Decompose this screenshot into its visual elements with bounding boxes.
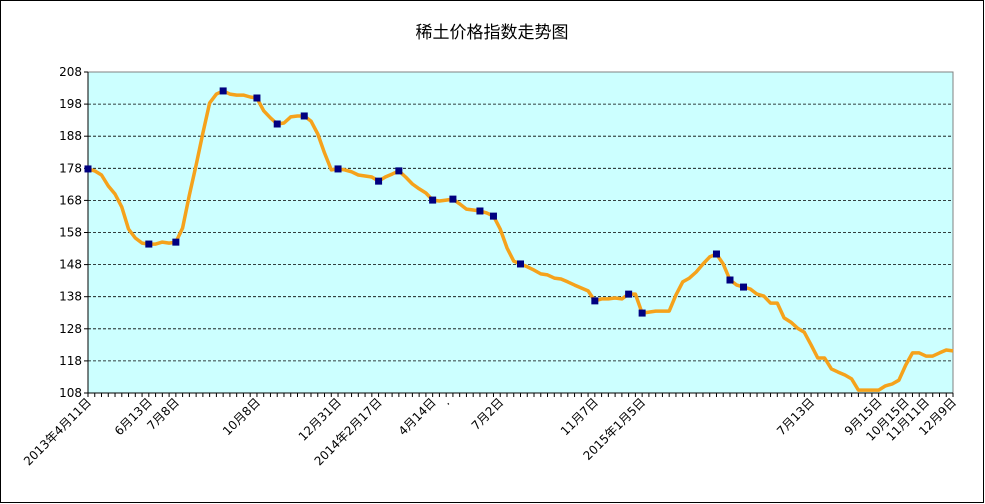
marker [712, 250, 720, 258]
chart-title: 稀土价格指数走势图 [416, 23, 569, 43]
marker [517, 260, 524, 268]
marker [300, 112, 308, 120]
marker [489, 212, 497, 220]
y-tick-label: 108 [59, 386, 82, 400]
marker [334, 165, 342, 173]
marker [219, 87, 227, 95]
marker [375, 177, 383, 185]
y-tick-label: 138 [59, 290, 82, 304]
y-tick-label: 168 [59, 193, 82, 207]
marker [625, 290, 633, 298]
y-tick-label: 188 [59, 129, 82, 143]
marker [172, 238, 180, 246]
marker [740, 283, 748, 291]
y-tick-label: 148 [59, 258, 82, 272]
y-tick-label: 118 [59, 354, 82, 368]
y-tick-label: 128 [59, 322, 82, 336]
y-tick-label: 158 [59, 226, 82, 240]
marker [476, 207, 484, 215]
marker [449, 195, 457, 203]
marker [84, 165, 92, 173]
y-tick-label: 208 [59, 65, 82, 79]
marker [273, 120, 281, 128]
y-tick-label: 198 [59, 97, 82, 111]
marker [145, 240, 153, 248]
marker [429, 196, 437, 204]
marker [638, 309, 646, 317]
marker [591, 297, 599, 305]
y-tick-label: 178 [59, 161, 82, 175]
marker [253, 94, 261, 102]
marker [726, 276, 734, 284]
marker [395, 167, 403, 175]
